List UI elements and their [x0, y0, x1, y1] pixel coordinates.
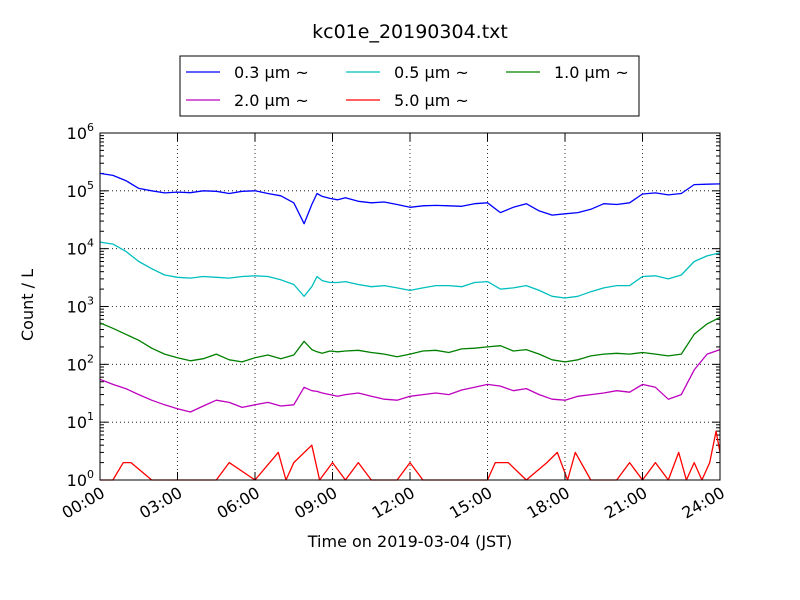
- chart-title: kc01e_20190304.txt: [312, 21, 508, 43]
- plot-area: 00:00 03:00 06:00 09:00 12:00 15:00 18:00 21:00…: [59, 121, 728, 523]
- y-tick-label: 105: [67, 179, 94, 201]
- series-line-2: [99, 316, 721, 363]
- legend-label-1: 0.5 μm ~: [394, 63, 469, 82]
- y-tick-label: 102: [67, 352, 94, 374]
- legend-label-3: 2.0 μm ~: [234, 91, 309, 110]
- legend-label-4: 5.0 μm ~: [394, 91, 469, 110]
- legend-box: [179, 55, 640, 117]
- y-tick-label: 101: [67, 410, 94, 432]
- y-tick-label: 100: [67, 468, 94, 490]
- legend-label-0: 0.3 μm ~: [234, 63, 309, 82]
- x-axis-label: Time on 2019-03-04 (JST): [307, 532, 512, 551]
- y-axis-label: Count / L: [18, 269, 37, 341]
- y-tick-label: 104: [67, 237, 94, 259]
- series-line-3: [99, 348, 721, 413]
- y-tick-label: 106: [67, 121, 94, 143]
- legend: 0.3 μm ~ 0.5 μm ~ 1.0 μm ~ 2.0 μm ~ 5.0 μm ~: [179, 55, 640, 117]
- series-line-0: [99, 172, 721, 225]
- y-tick-label: 103: [67, 295, 94, 317]
- series-line-1: [99, 241, 721, 299]
- legend-label-2: 1.0 μm ~: [554, 63, 629, 82]
